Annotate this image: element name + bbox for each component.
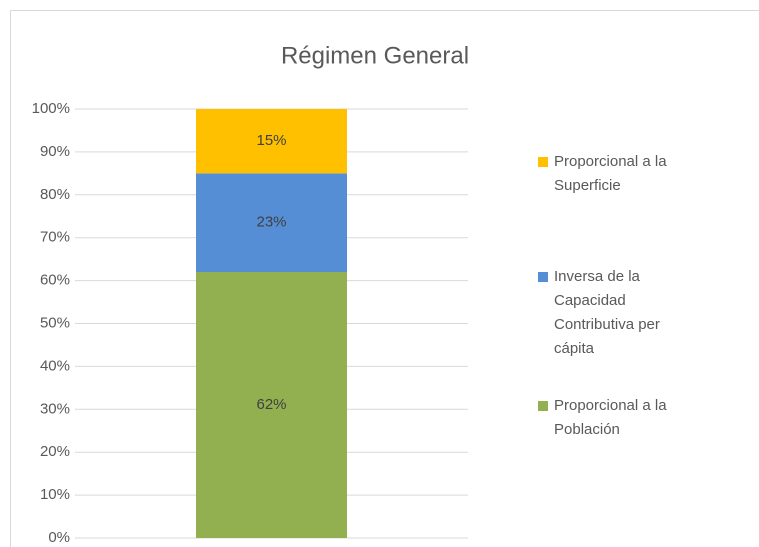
data-label: 15% (256, 132, 286, 149)
y-tick-label: 100% (32, 100, 70, 117)
chart-border (10, 10, 759, 547)
legend-label: Proporcional a la Superficie (554, 153, 667, 194)
bar-segment (196, 173, 347, 273)
y-tick-label: 40% (40, 357, 70, 374)
y-tick-label: 60% (40, 272, 70, 289)
legend-label: Proporcional a la Población (554, 397, 667, 438)
bar-segment (196, 109, 347, 174)
data-label: 62% (256, 396, 286, 413)
y-tick-label: 30% (40, 400, 70, 417)
legend-entry: Proporcional a la Población (538, 394, 703, 442)
y-tick-label: 20% (40, 443, 70, 460)
legend-swatch (538, 272, 548, 282)
y-tick-label: 90% (40, 143, 70, 160)
legend-entry: Inversa de la Capacidad Contributiva per… (538, 265, 703, 361)
chart-title: Régimen General (281, 42, 469, 69)
bar-segment (196, 272, 347, 538)
y-tick-label: 70% (40, 229, 70, 246)
legend-entry: Proporcional a la Superficie (538, 150, 703, 198)
y-tick-label: 0% (48, 529, 70, 546)
y-tick-label: 80% (40, 186, 70, 203)
data-label: 23% (256, 214, 286, 231)
legend-swatch (538, 401, 548, 411)
legend-label: Inversa de la Capacidad Contributiva per… (554, 268, 660, 357)
y-tick-label: 10% (40, 486, 70, 503)
y-tick-label: 50% (40, 314, 70, 331)
legend-swatch (538, 157, 548, 167)
